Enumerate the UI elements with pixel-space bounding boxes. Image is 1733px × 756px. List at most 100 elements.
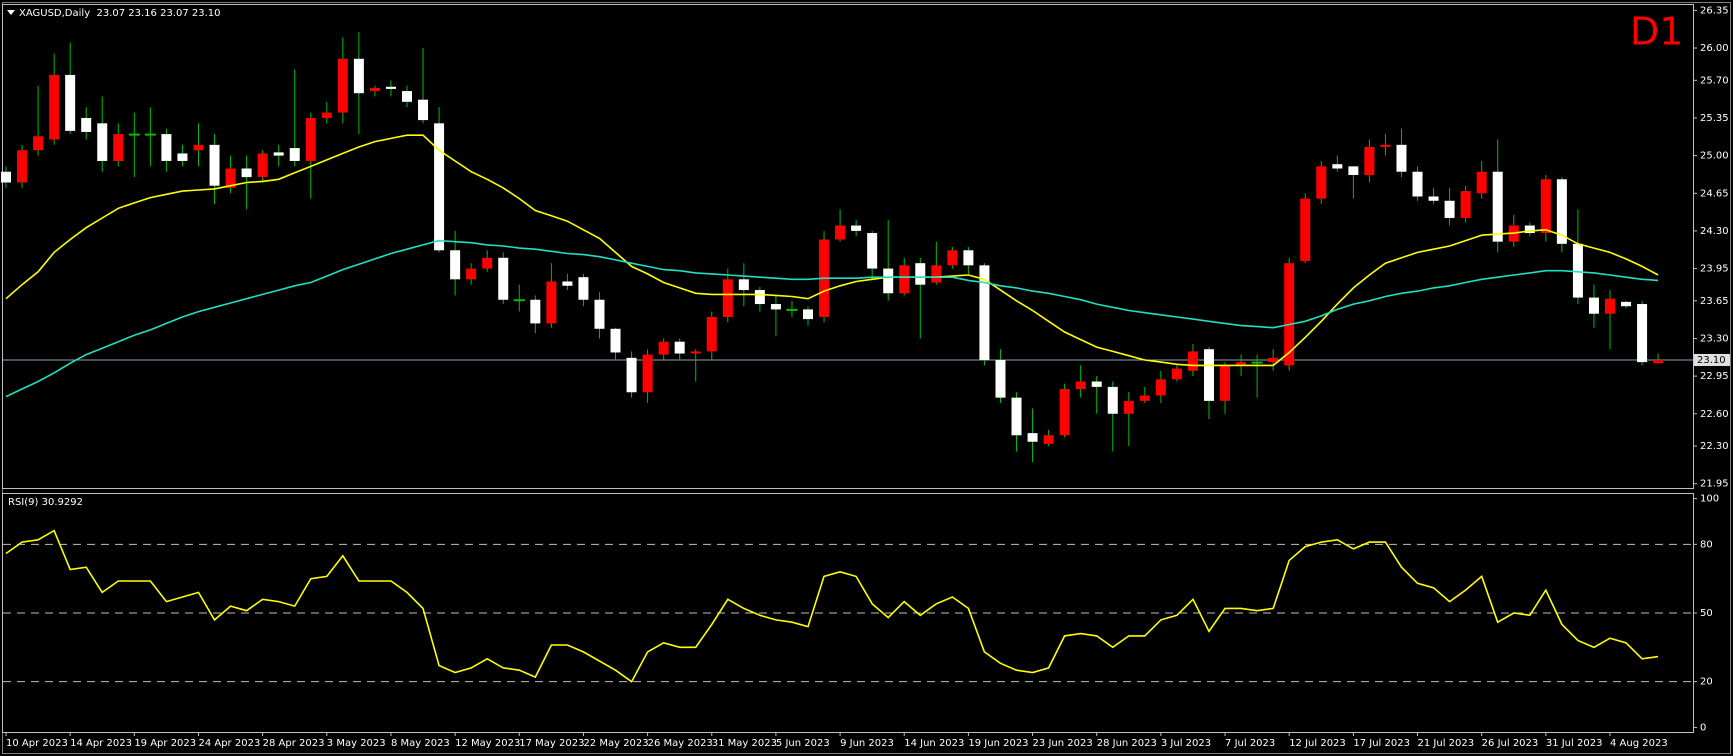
candle-body xyxy=(1572,243,1583,298)
x-tick-label: 7 Jul 2023 xyxy=(1225,738,1275,749)
candle-body xyxy=(418,99,429,121)
x-tick-label: 5 Jun 2023 xyxy=(776,738,830,749)
candle-body xyxy=(498,257,509,300)
y-tick-label: 23.65 xyxy=(1700,296,1729,307)
candle-body xyxy=(1300,198,1311,262)
y-tick-label: 25.00 xyxy=(1700,151,1729,162)
candle-body xyxy=(81,117,92,132)
candle-body xyxy=(642,354,653,393)
x-tick-label: 24 Apr 2023 xyxy=(198,738,260,749)
x-tick-label: 28 Jun 2023 xyxy=(1097,738,1157,749)
candle-body xyxy=(1380,144,1391,147)
candle-body xyxy=(177,153,188,161)
candle-body xyxy=(97,123,108,161)
rsi-tick-label: 100 xyxy=(1700,494,1719,505)
candle-body xyxy=(49,74,60,140)
x-tick-label: 12 May 2023 xyxy=(455,738,520,749)
candle-body xyxy=(1492,171,1503,242)
candle-body xyxy=(979,265,990,360)
candle-body xyxy=(658,341,669,355)
candle-body xyxy=(1364,146,1375,175)
candle-body xyxy=(113,134,124,161)
candle-body xyxy=(353,58,364,94)
x-tick-label: 10 Apr 2023 xyxy=(6,738,68,749)
candle-body xyxy=(337,58,348,113)
y-tick-label: 23.30 xyxy=(1700,333,1729,344)
x-tick-label: 14 Apr 2023 xyxy=(70,738,132,749)
candle-body xyxy=(1588,297,1599,314)
current-price-label: 23.10 xyxy=(1697,355,1726,366)
y-tick-label: 22.60 xyxy=(1700,409,1729,420)
x-tick-label: 17 May 2023 xyxy=(519,738,584,749)
candle-body xyxy=(1043,435,1054,444)
candle-body xyxy=(1444,200,1455,218)
candle-body xyxy=(482,257,493,269)
candle-body xyxy=(273,152,284,156)
candle-body xyxy=(995,359,1006,398)
candle-body xyxy=(434,123,445,251)
x-tick-label: 31 May 2023 xyxy=(712,738,777,749)
moving-average-line xyxy=(5,134,1659,367)
candle-body xyxy=(193,144,204,151)
x-tick-label: 4 Aug 2023 xyxy=(1610,738,1668,749)
candle-body xyxy=(1653,359,1664,364)
candle-body xyxy=(786,308,798,311)
x-tick-label: 26 May 2023 xyxy=(648,738,713,749)
candle-body xyxy=(369,87,380,92)
candle-body xyxy=(578,277,589,300)
y-tick-label: 22.95 xyxy=(1700,371,1729,382)
rsi-tick-label: 80 xyxy=(1700,539,1713,550)
x-tick-label: 12 Jul 2023 xyxy=(1289,738,1346,749)
candle-body xyxy=(1428,196,1439,201)
x-tick-label: 8 May 2023 xyxy=(391,738,450,749)
rsi-line xyxy=(5,529,1659,683)
candle-body xyxy=(626,357,637,393)
rsi-tick-label: 0 xyxy=(1700,722,1706,733)
candle-body xyxy=(1396,144,1407,172)
x-tick-label: 14 Jun 2023 xyxy=(904,738,964,749)
candle-body xyxy=(1139,395,1150,401)
x-tick-label: 3 May 2023 xyxy=(327,738,386,749)
candle-body xyxy=(594,299,605,329)
candle-body xyxy=(562,281,573,286)
candle-body xyxy=(1155,379,1166,396)
symbol-menu-arrow[interactable] xyxy=(7,10,15,15)
candle-body xyxy=(1605,298,1615,314)
rsi-label: RSI(9) 30.9292 xyxy=(8,497,83,508)
moving-average-line xyxy=(5,239,1659,398)
x-tick-label: 19 Apr 2023 xyxy=(134,738,196,749)
candle-body xyxy=(1011,397,1022,436)
y-tick-label: 26.35 xyxy=(1700,5,1729,16)
candle-body xyxy=(241,168,252,178)
candle-body xyxy=(257,153,268,178)
candle-body xyxy=(161,134,172,161)
x-tick-label: 3 Jul 2023 xyxy=(1161,738,1211,749)
candle-body xyxy=(738,279,749,291)
candle-body xyxy=(754,290,765,305)
candle-body xyxy=(1316,166,1327,199)
x-tick-label: 9 Jun 2023 xyxy=(840,738,894,749)
timeframe-label: D1 xyxy=(1630,10,1683,54)
candle-body xyxy=(466,268,477,280)
candle-body xyxy=(1412,171,1423,197)
candle-body xyxy=(1348,166,1359,175)
candle-body xyxy=(915,263,926,285)
candle-body xyxy=(225,168,236,188)
candle-body xyxy=(1187,351,1198,371)
candle-body xyxy=(1,171,11,183)
candle-body xyxy=(1091,381,1102,387)
candle-body xyxy=(1637,304,1648,363)
candle-body xyxy=(1059,389,1070,436)
candle-body xyxy=(803,309,813,320)
candle-body xyxy=(851,225,862,231)
x-tick-label: 22 May 2023 xyxy=(583,738,648,749)
chart-title: XAGUSD,Daily 23.07 23.16 23.07 23.10 xyxy=(19,8,221,19)
candle-body xyxy=(1236,362,1247,366)
candle-body xyxy=(128,133,140,136)
y-tick-label: 25.70 xyxy=(1700,75,1729,86)
candle-body xyxy=(835,225,846,240)
candle-body xyxy=(963,250,974,266)
candle-body xyxy=(33,136,44,151)
